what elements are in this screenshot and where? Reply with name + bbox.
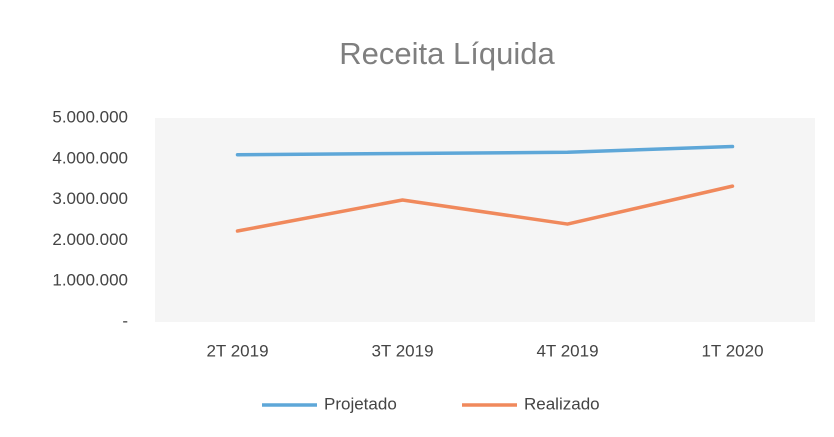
x-tick-label: 3T 2019 (371, 341, 433, 360)
legend-label: Projetado (324, 394, 397, 413)
y-tick-label: 5.000.000 (52, 107, 128, 126)
y-tick-label: 4.000.000 (52, 148, 128, 167)
x-tick-label: 2T 2019 (206, 341, 268, 360)
y-tick-label: 2.000.000 (52, 230, 128, 249)
y-tick-label: 3.000.000 (52, 189, 128, 208)
series-line (235, 144, 735, 157)
y-tick-label: 1.000.000 (52, 271, 128, 290)
x-tick-label: 4T 2019 (536, 341, 598, 360)
y-tick-label: - (122, 311, 128, 330)
x-tick-label: 1T 2020 (701, 341, 763, 360)
chart-title: Receita Líquida (339, 36, 555, 71)
series-line (235, 184, 735, 233)
legend-label: Realizado (524, 394, 600, 413)
